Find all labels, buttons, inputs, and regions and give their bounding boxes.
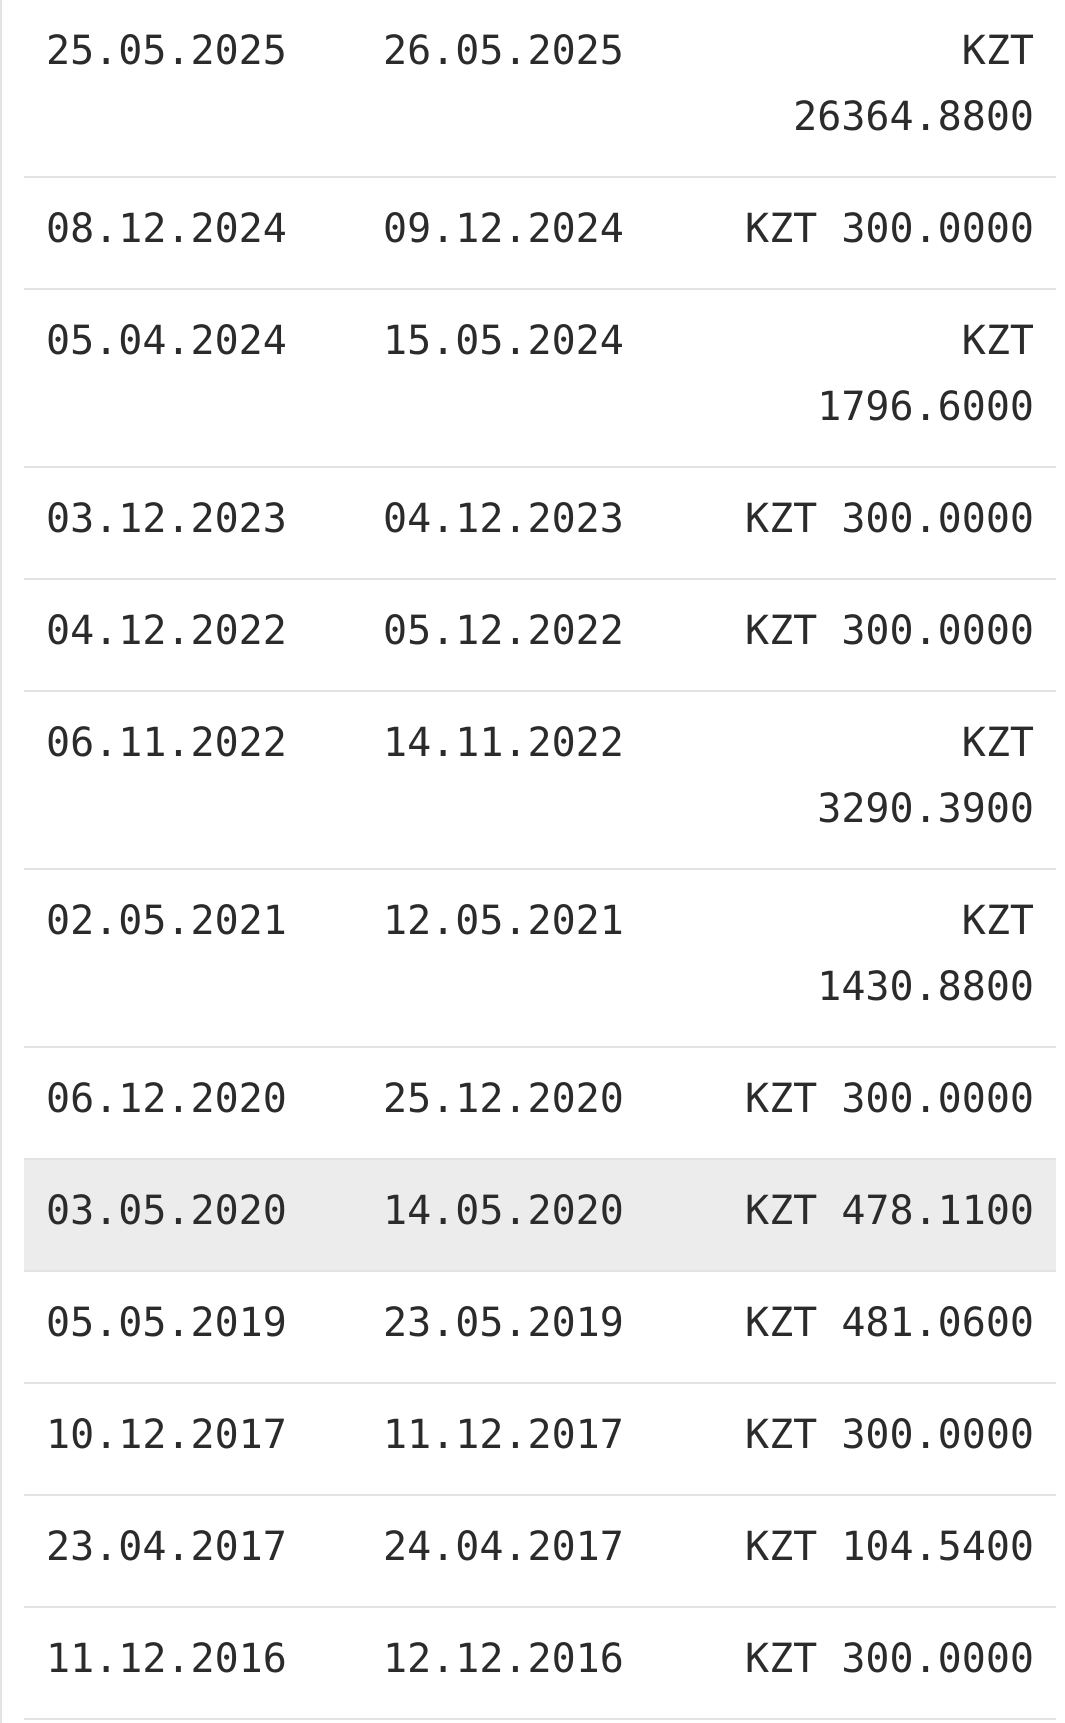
amount-cell: KZT 300.0000 — [674, 1626, 1034, 1692]
currency-label: KZT — [745, 1412, 818, 1458]
amount-cell: KZT 300.0000 — [674, 598, 1034, 664]
date-to-cell: 05.12.2022 — [383, 608, 624, 654]
amount-cell: KZT 481.0600 — [674, 1290, 1034, 1356]
table-row[interactable]: 06.11.2022 14.11.2022 KZT 3290.3900 — [24, 692, 1056, 870]
amount-value: 300.0000 — [841, 1076, 1034, 1122]
amount-value: 300.0000 — [841, 1636, 1034, 1682]
amount-value: 1430.8800 — [817, 964, 1034, 1010]
date-from-cell: 11.12.2016 — [46, 1636, 287, 1682]
date-from-cell: 25.05.2025 — [46, 28, 287, 74]
currency-label: KZT — [745, 1636, 818, 1682]
date-to-cell: 26.05.2025 — [383, 28, 624, 74]
amount-cell: KZT 1796.6000 — [674, 308, 1034, 440]
page-left-border — [0, 0, 2, 1723]
date-to-cell: 25.12.2020 — [383, 1076, 624, 1122]
date-to-cell: 12.05.2021 — [383, 898, 624, 944]
amount-value: 104.5400 — [841, 1524, 1034, 1570]
date-from-cell: 03.05.2020 — [46, 1188, 287, 1234]
history-table: 25.05.2025 26.05.2025 KZT 26364.8800 08.12.2… — [24, 0, 1056, 1720]
amount-cell: KZT 300.0000 — [674, 486, 1034, 552]
date-to-cell: 14.11.2022 — [383, 720, 624, 766]
date-to-cell: 23.05.2019 — [383, 1300, 624, 1346]
amount-value: 300.0000 — [841, 496, 1034, 542]
date-from-cell: 08.12.2024 — [46, 206, 287, 252]
currency-label: KZT — [745, 1524, 818, 1570]
date-from-cell: 05.05.2019 — [46, 1300, 287, 1346]
date-from-cell: 04.12.2022 — [46, 608, 287, 654]
table-row[interactable]: 03.12.2023 04.12.2023 KZT 300.0000 — [24, 468, 1056, 580]
currency-label: KZT — [745, 496, 818, 542]
currency-label: KZT — [961, 318, 1034, 364]
amount-cell: KZT 300.0000 — [674, 1066, 1034, 1132]
currency-label: KZT — [745, 1188, 818, 1234]
amount-cell: KZT 104.5400 — [674, 1514, 1034, 1580]
amount-cell: KZT 300.0000 — [674, 1402, 1034, 1468]
date-from-cell: 05.04.2024 — [46, 318, 287, 364]
table-row[interactable]: 06.12.2020 25.12.2020 KZT 300.0000 — [24, 1048, 1056, 1160]
amount-value: 300.0000 — [841, 608, 1034, 654]
amount-cell: KZT 1430.8800 — [674, 888, 1034, 1020]
amount-value: 300.0000 — [841, 1412, 1034, 1458]
date-to-cell: 04.12.2023 — [383, 496, 624, 542]
date-to-cell: 11.12.2017 — [383, 1412, 624, 1458]
amount-cell: KZT 26364.8800 — [674, 18, 1034, 150]
date-from-cell: 23.04.2017 — [46, 1524, 287, 1570]
amount-cell: KZT 3290.3900 — [674, 710, 1034, 842]
table-row[interactable]: 11.12.2016 12.12.2016 KZT 300.0000 — [24, 1608, 1056, 1720]
date-to-cell: 12.12.2016 — [383, 1636, 624, 1682]
table-row[interactable]: 23.04.2017 24.04.2017 KZT 104.5400 — [24, 1496, 1056, 1608]
amount-value: 478.1100 — [841, 1188, 1034, 1234]
table-row[interactable]: 04.12.2022 05.12.2022 KZT 300.0000 — [24, 580, 1056, 692]
table-row[interactable]: 02.05.2021 12.05.2021 KZT 1430.8800 — [24, 870, 1056, 1048]
date-from-cell: 03.12.2023 — [46, 496, 287, 542]
amount-cell: KZT 478.1100 — [674, 1178, 1034, 1244]
currency-label: KZT — [961, 898, 1034, 944]
table-row[interactable]: 10.12.2017 11.12.2017 KZT 300.0000 — [24, 1384, 1056, 1496]
currency-label: KZT — [961, 720, 1034, 766]
date-from-cell: 02.05.2021 — [46, 898, 287, 944]
amount-value: 300.0000 — [841, 206, 1034, 252]
amount-value: 1796.6000 — [817, 384, 1034, 430]
table-row[interactable]: 05.05.2019 23.05.2019 KZT 481.0600 — [24, 1272, 1056, 1384]
amount-value: 481.0600 — [841, 1300, 1034, 1346]
currency-label: KZT — [745, 608, 818, 654]
currency-label: KZT — [745, 206, 818, 252]
date-to-cell: 15.05.2024 — [383, 318, 624, 364]
amount-value: 26364.8800 — [793, 94, 1034, 140]
currency-label: KZT — [745, 1300, 818, 1346]
currency-label: KZT — [745, 1076, 818, 1122]
date-from-cell: 06.12.2020 — [46, 1076, 287, 1122]
amount-value: 3290.3900 — [817, 786, 1034, 832]
date-to-cell: 09.12.2024 — [383, 206, 624, 252]
table-row[interactable]: 05.04.2024 15.05.2024 KZT 1796.6000 — [24, 290, 1056, 468]
amount-cell: KZT 300.0000 — [674, 196, 1034, 262]
date-to-cell: 24.04.2017 — [383, 1524, 624, 1570]
table-row[interactable]: 25.05.2025 26.05.2025 KZT 26364.8800 — [24, 0, 1056, 178]
date-from-cell: 10.12.2017 — [46, 1412, 287, 1458]
table-row[interactable]: 08.12.2024 09.12.2024 KZT 300.0000 — [24, 178, 1056, 290]
currency-label: KZT — [961, 28, 1034, 74]
date-to-cell: 14.05.2020 — [383, 1188, 624, 1234]
table-row[interactable]: 03.05.2020 14.05.2020 KZT 478.1100 — [24, 1160, 1056, 1272]
date-from-cell: 06.11.2022 — [46, 720, 287, 766]
